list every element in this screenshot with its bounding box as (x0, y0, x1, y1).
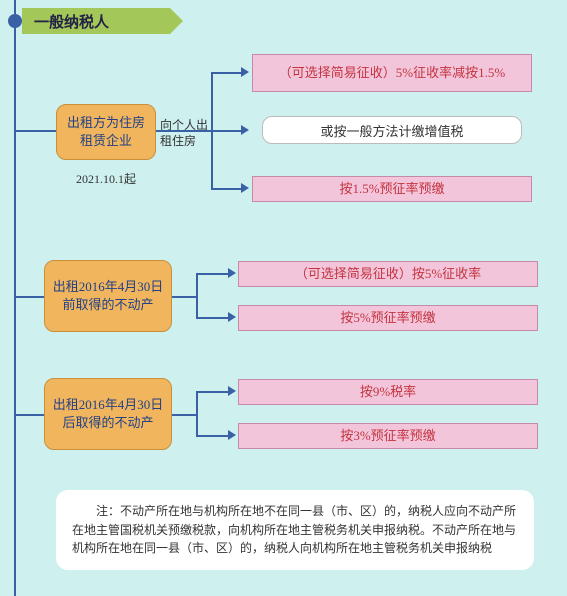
bracket-2-stem (172, 296, 196, 298)
g1-pink-bottom: 按1.5%预征率预缴 (252, 176, 532, 202)
mid-label-individual: 向个人出租住房 (160, 118, 210, 149)
main-dot (8, 14, 22, 28)
arrow-3-bot (228, 430, 236, 440)
branch-line-3 (16, 414, 44, 416)
bracket-1-bot (222, 188, 242, 190)
bracket-2-bot (207, 317, 229, 319)
bracket-2-top (207, 273, 229, 275)
branch-line-1 (16, 130, 56, 132)
arrow-1-bot (241, 183, 249, 193)
g1-pink-top: （可选择简易征收）5%征收率减按1.5% (252, 54, 532, 92)
date-note: 2021.10.1起 (56, 170, 156, 187)
flowchart-canvas: 一般纳税人 出租方为住房租赁企业 2021.10.1起 向个人出租住房 （可选择… (0, 0, 567, 596)
arrow-2-bot (228, 312, 236, 322)
bracket-3-top (207, 391, 229, 393)
g3-pink-bottom: 按3%预征率预缴 (238, 423, 538, 449)
bracket-3 (196, 391, 208, 437)
branch-line-2 (16, 296, 44, 298)
node-after-2016: 出租2016年4月30日后取得的不动产 (44, 378, 172, 450)
bracket-3-stem (172, 414, 196, 416)
bracket-1-stem (156, 130, 211, 132)
node-rental-enterprise: 出租方为住房租赁企业 (56, 104, 156, 160)
g2-pink-bottom: 按5%预征率预缴 (238, 305, 538, 331)
g1-white: 或按一般方法计缴增值税 (262, 116, 522, 144)
node-before-2016: 出租2016年4月30日前取得的不动产 (44, 260, 172, 332)
bracket-1-top (222, 72, 242, 74)
g3-pink-top: 按9%税率 (238, 379, 538, 405)
bracket-1-mid (211, 130, 242, 132)
bracket-2 (196, 273, 208, 319)
g2-pink-top: （可选择简易征收）按5%征收率 (238, 261, 538, 287)
arrow-1-top (241, 67, 249, 77)
footer-note: 注：不动产所在地与机构所在地不在同一县（市、区）的，纳税人应向不动产所在地主管国… (56, 490, 534, 570)
main-vertical-line (14, 0, 16, 596)
arrow-1-mid (241, 125, 249, 135)
arrow-3-top (228, 386, 236, 396)
arrow-2-top (228, 268, 236, 278)
bracket-3-bot (207, 435, 229, 437)
title-tag: 一般纳税人 (22, 8, 170, 34)
